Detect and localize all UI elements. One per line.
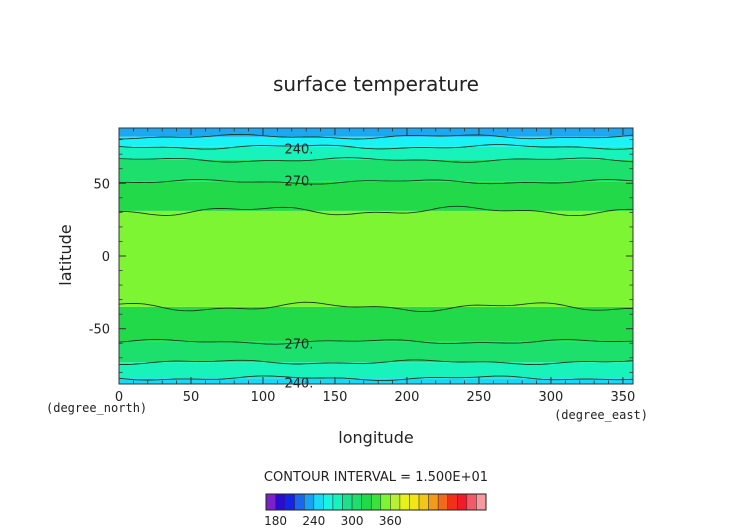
colorbar: 180 240 300 360	[264, 493, 487, 528]
contour-line-1	[118, 359, 634, 366]
temperature-band-5	[119, 181, 633, 211]
colorbar-swatch	[390, 493, 401, 511]
colorbar-tick-label: 300	[341, 514, 364, 528]
temperature-band-1	[119, 362, 633, 379]
temperature-band-6	[119, 160, 633, 182]
x-unit-label: (degree_east)	[554, 408, 648, 422]
y-axis-label: latitude	[56, 224, 75, 285]
contour-interval-text: CONTOUR INTERVAL = 1.500E+01	[264, 470, 488, 485]
temperature-band-2	[119, 341, 633, 363]
colorbar-swatch	[323, 493, 334, 511]
colorbar-swatch	[304, 493, 315, 511]
x-tick-label: 300	[539, 390, 564, 405]
colorbar-swatch	[332, 493, 343, 511]
colorbar-tick-label: 240	[302, 514, 325, 528]
colorbar-swatch	[294, 493, 305, 511]
x-tick-label: 150	[323, 390, 348, 405]
contour-line-8	[119, 133, 634, 140]
y-axis: -50 0 50	[89, 139, 633, 373]
x-tick-label: 350	[611, 390, 636, 405]
y-unit-label: (degree_north)	[46, 401, 147, 415]
contour-line-4	[118, 205, 634, 217]
contour-label-2: 270.	[284, 337, 313, 352]
colorbar-swatch	[284, 493, 295, 511]
x-tick-label: 250	[467, 390, 492, 405]
contour-line-2	[118, 339, 633, 345]
x-axis-label: longitude	[338, 428, 413, 447]
x-axis: 0 50 100 150 200 250 300 350	[115, 128, 635, 405]
plot-area: 240.270.270.240.	[118, 128, 634, 392]
contour-line-7	[118, 144, 634, 150]
colorbar-swatch	[342, 493, 353, 511]
y-tick-label: -50	[89, 323, 110, 338]
contour-label-1: 270.	[284, 174, 313, 189]
colorbar-swatch	[447, 493, 458, 511]
colorbar-swatch	[361, 493, 372, 511]
colorbar-swatch	[418, 493, 429, 511]
colorbar-swatch	[428, 493, 439, 511]
y-tick-label: 50	[93, 177, 110, 192]
chart-title: surface temperature	[273, 72, 479, 96]
contour-label-text: 270.	[284, 337, 313, 352]
colorbar-swatch	[370, 493, 382, 511]
x-tick-label: 100	[251, 390, 276, 405]
contour-label-text: 270.	[284, 174, 313, 189]
colorbar-swatch	[380, 493, 391, 511]
contour-line-6	[118, 157, 634, 163]
colorbar-tick-label: 180	[264, 514, 287, 528]
colorbar-tick-label: 360	[379, 514, 402, 528]
colorbar-swatch	[313, 493, 324, 511]
colorbar-swatch	[399, 493, 410, 511]
colorbar-swatch	[466, 493, 477, 511]
contour-line-0	[118, 375, 634, 382]
x-tick-label: 0	[115, 390, 123, 405]
colorbar-swatch	[437, 493, 448, 511]
temperature-band-4	[119, 210, 633, 307]
contour-label-text: 240.	[284, 142, 313, 157]
colorbar-swatch	[265, 493, 276, 511]
y-tick-label: 0	[102, 250, 110, 265]
colorbar-swatch	[351, 493, 362, 511]
contour-line-3	[118, 301, 633, 313]
colorbar-swatch	[476, 493, 487, 511]
colorbar-swatch	[275, 493, 286, 511]
colorbar-swatch	[409, 493, 420, 511]
temperature-band-7	[119, 146, 633, 160]
temperature-band-8	[119, 136, 633, 147]
contour-label-0: 240.	[284, 142, 313, 157]
x-tick-label: 200	[395, 390, 420, 405]
temperature-band-3	[119, 306, 633, 342]
temperature-band-9	[119, 128, 633, 137]
temperature-band-0	[119, 378, 633, 384]
colorbar-frame	[265, 493, 487, 511]
x-tick-label: 50	[183, 390, 200, 405]
contour-line-5	[119, 178, 634, 185]
colorbar-swatch	[457, 493, 468, 511]
